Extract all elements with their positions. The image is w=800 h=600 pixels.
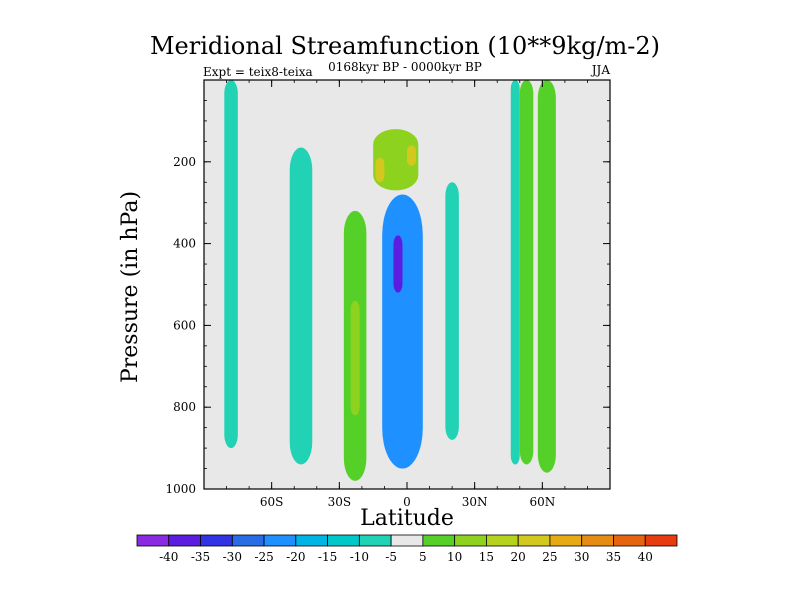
colorbar-label: -10 (350, 550, 369, 564)
contour-region-sh-subtropic-core (350, 300, 360, 416)
colorbar: -40 -35 -30 -25 -20 -15 -10 -5 5 10 15 20 25 30 35 40 (136, 534, 678, 564)
x-tick-label: 30S (328, 495, 352, 509)
x-axis-label: Latitude (360, 506, 454, 531)
y-tick-label: 1000 (165, 482, 196, 496)
x-tick-label: 60N (529, 495, 555, 509)
contour-region-hadley-negative-core (393, 235, 403, 293)
contour-region-sh-midlat-band (289, 147, 313, 465)
y-axis-label: Pressure (in hPa) (118, 191, 143, 383)
colorbar-box (136, 534, 170, 547)
colorbar-label: 5 (419, 550, 427, 564)
colorbar-box (422, 534, 456, 547)
colorbar-label: 40 (638, 550, 653, 564)
colorbar-label: 20 (511, 550, 526, 564)
colorbar-label: -5 (385, 550, 397, 564)
colorbar-box (231, 534, 265, 547)
colorbar-label: -15 (318, 550, 337, 564)
colorbar-label: 15 (479, 550, 494, 564)
colorbar-box (613, 534, 646, 547)
contour-region-nh-polar-band (510, 80, 520, 465)
contour-region-nh-subtropic-band (445, 182, 459, 440)
x-tick-label: 60S (260, 495, 284, 509)
colorbar-box (200, 534, 233, 547)
contour-region-upper-tropo-core-right (407, 145, 417, 166)
contour-region-sh-polar-band (224, 80, 238, 449)
colorbar-box (295, 534, 328, 547)
colorbar-box (263, 534, 297, 547)
colorbar-box (486, 534, 519, 547)
colorbar-label: 25 (542, 550, 557, 564)
expt-label: Expt = teix8-teixa (203, 65, 313, 79)
colorbar-box (454, 534, 487, 547)
colorbar-box (549, 534, 583, 547)
colorbar-box (390, 534, 424, 547)
colorbar-label: -25 (254, 550, 273, 564)
contour-region-nh-midlat-positive (519, 80, 534, 465)
axes: 60S 30S 0 30N 60N 200 400 600 800 1000 (165, 79, 611, 509)
colorbar-box (358, 534, 392, 547)
colorbar-label: -20 (286, 550, 305, 564)
x-tick-label: 0 (403, 495, 411, 509)
colorbar-label: 35 (606, 550, 621, 564)
colorbar-box (581, 534, 614, 547)
colorbar-label: -30 (223, 550, 242, 564)
colorbar-box (644, 534, 678, 547)
y-tick-label: 200 (173, 155, 196, 169)
colorbar-label: 30 (574, 550, 589, 564)
contour-region-nh-highlat-positive (537, 80, 556, 473)
colorbar-box (168, 534, 201, 547)
y-tick-label: 400 (173, 237, 196, 251)
colorbar-label: -35 (191, 550, 210, 564)
contour-region-hadley-negative-cell (382, 194, 423, 469)
season-label: JJA (590, 63, 611, 77)
x-tick-label: 30N (462, 495, 488, 509)
y-tick-label: 800 (173, 400, 196, 414)
colorbar-box (517, 534, 551, 547)
colorbar-box (327, 534, 360, 547)
plot-area (204, 80, 610, 489)
colorbar-label: 10 (447, 550, 462, 564)
contour-region-upper-tropo-core-left (375, 157, 385, 183)
chart-subtitle: 0168kyr BP - 0000kyr BP (328, 60, 482, 74)
chart-title: Meridional Streamfunction (10**9kg/m-2) (150, 32, 660, 60)
y-tick-label: 600 (173, 318, 196, 332)
colorbar-label: -40 (159, 550, 178, 564)
